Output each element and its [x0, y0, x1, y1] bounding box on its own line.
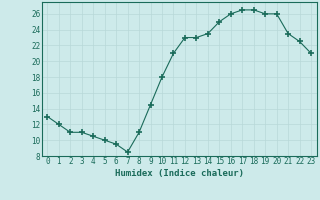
X-axis label: Humidex (Indice chaleur): Humidex (Indice chaleur) — [115, 169, 244, 178]
